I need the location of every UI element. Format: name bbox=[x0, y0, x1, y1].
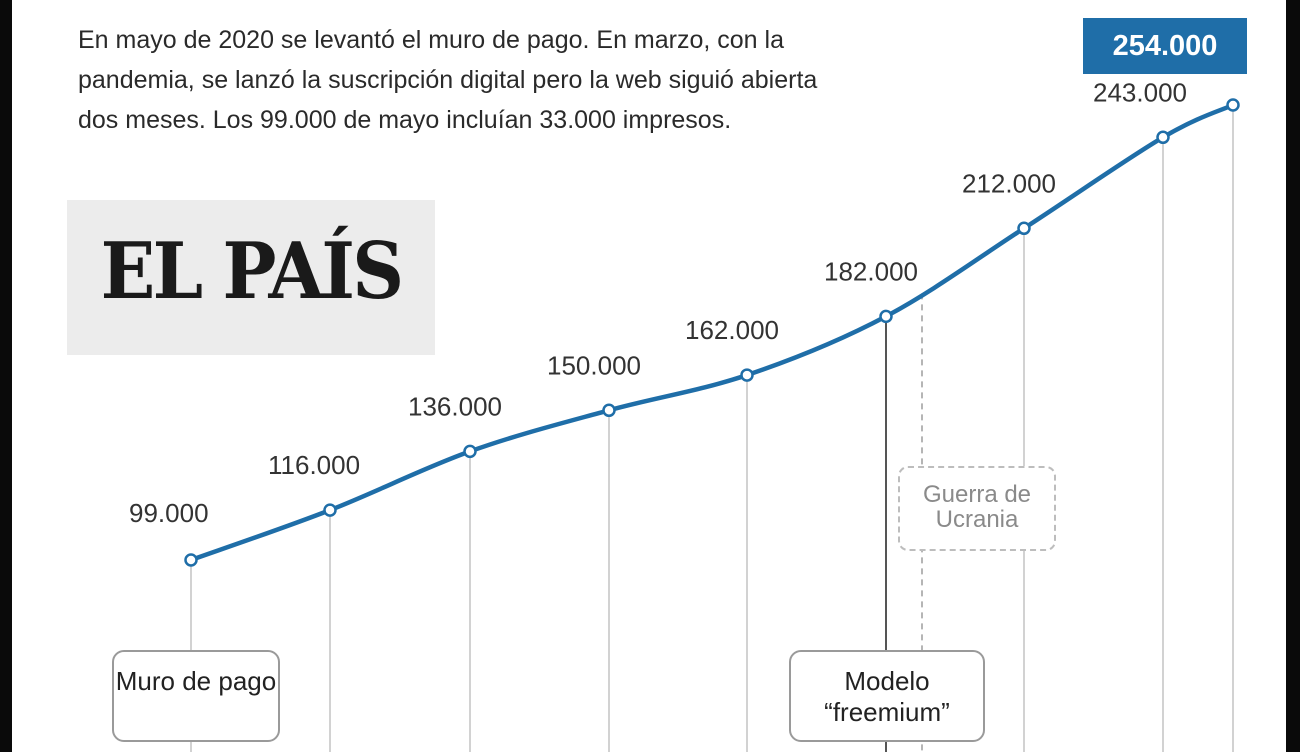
data-point-8 bbox=[1226, 98, 1240, 112]
annotation-guerra-de-ucrania: Guerra de Ucrania bbox=[898, 466, 1056, 551]
value-label-7: 243.000 bbox=[1093, 77, 1187, 107]
data-point-7 bbox=[1156, 130, 1170, 145]
value-label-6: 212.000 bbox=[962, 168, 1056, 198]
annotation-muro-de-pago: Muro de pago bbox=[112, 650, 280, 742]
value-label-5: 182.000 bbox=[824, 256, 918, 286]
data-point-6 bbox=[1017, 221, 1031, 236]
value-label-0: 99.000 bbox=[129, 498, 209, 528]
frame-left-border bbox=[0, 0, 12, 752]
value-label-3: 150.000 bbox=[547, 350, 641, 380]
logo-wordmark: EL PAÍS bbox=[100, 226, 404, 317]
el-pais-logo: EL PAÍS bbox=[67, 200, 435, 355]
data-point-2 bbox=[463, 444, 477, 459]
data-point-5 bbox=[879, 309, 893, 324]
data-point-4 bbox=[740, 368, 754, 382]
value-label-1: 116.000 bbox=[268, 450, 360, 480]
annotation-modelo-freemium: Modelo “freemium” bbox=[789, 650, 985, 742]
frame-right-border bbox=[1286, 0, 1300, 752]
intro-text: En mayo de 2020 se levantó el muro de pa… bbox=[78, 26, 818, 134]
latest-value-badge: 254.000 bbox=[1083, 18, 1247, 74]
data-point-1 bbox=[323, 503, 337, 517]
value-label-2: 136.000 bbox=[408, 391, 502, 421]
data-point-0 bbox=[184, 553, 198, 567]
value-label-4: 162.000 bbox=[685, 315, 779, 345]
data-point-3 bbox=[602, 403, 616, 418]
